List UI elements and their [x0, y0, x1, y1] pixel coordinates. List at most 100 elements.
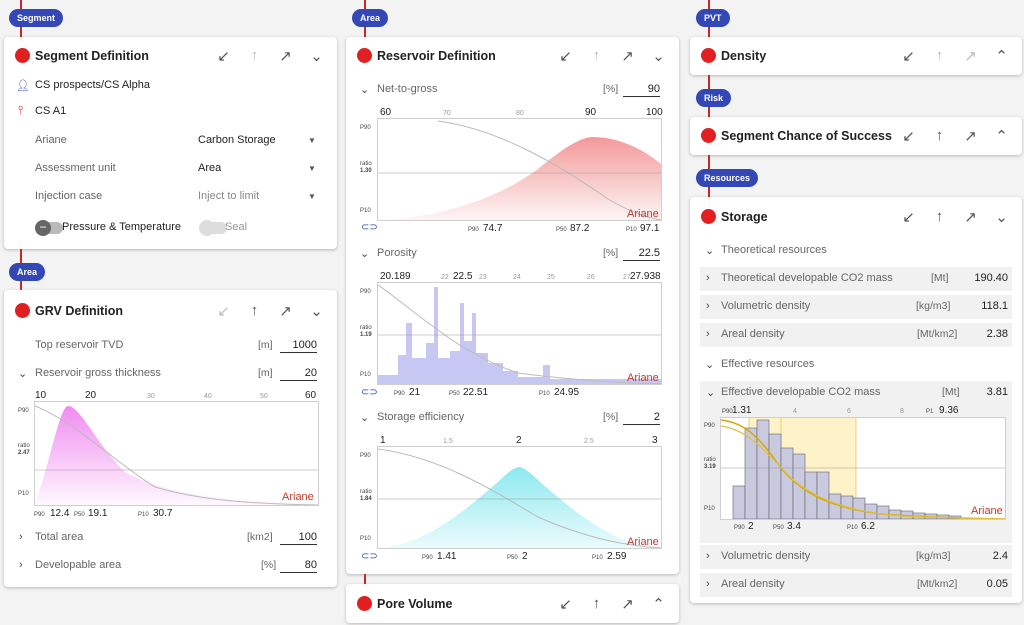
pressure-temperature-toggle[interactable]: − [35, 220, 63, 236]
list-item[interactable]: › Volumetric density [kg/m3] 2.4 [700, 545, 1012, 569]
axis-tick: 1.5 [443, 438, 453, 445]
chevron-down-icon[interactable]: ⌄ [360, 412, 370, 424]
chevron-up-icon[interactable]: ⌃ [652, 596, 665, 613]
distribution-plot [377, 448, 662, 549]
arrow-down-left-icon[interactable]: ↙ [902, 209, 915, 226]
p90-value: 1.41 [437, 551, 457, 562]
chevron-down-icon[interactable]: ⌄ [995, 209, 1008, 226]
assessment-unit-select[interactable]: Area [198, 162, 222, 174]
ariane-watermark: Ariane [627, 208, 659, 220]
chevron-down-icon[interactable]: ⌄ [310, 303, 323, 320]
storage-efficiency-chart[interactable] [377, 446, 662, 549]
arrow-up-icon[interactable]: ↑ [935, 208, 944, 225]
row-label: Areal density [721, 578, 785, 590]
dropdown-caret-icon[interactable]: ▼ [308, 136, 316, 145]
total-area-input[interactable]: 100 [280, 531, 317, 545]
chevron-down-icon[interactable]: ⌄ [310, 48, 323, 65]
row-label: Effective developable CO2 mass [721, 386, 881, 398]
arrow-up-icon[interactable]: ↑ [250, 47, 259, 64]
arrow-down-left-icon[interactable]: ↙ [217, 303, 230, 320]
chevron-down-icon[interactable]: ⌄ [360, 84, 370, 96]
list-item[interactable]: › Volumetric density [kg/m3] 118.1 [700, 295, 1012, 319]
ratio-label: ratio [704, 457, 716, 463]
histogram-bar [792, 453, 806, 520]
arrow-down-left-icon[interactable]: ↙ [902, 128, 915, 145]
dropdown-caret-icon[interactable]: ▼ [308, 192, 316, 201]
arrow-up-icon[interactable]: ↑ [250, 302, 259, 319]
ariane-watermark: Ariane [627, 372, 659, 384]
link-icon[interactable]: ⊂⊃ [361, 387, 378, 398]
list-item[interactable]: › Areal density [Mt/km2] 0.05 [700, 573, 1012, 597]
chevron-right-icon[interactable]: › [706, 328, 710, 340]
chevron-down-icon[interactable]: ⌄ [705, 359, 715, 371]
storage-efficiency-input[interactable]: 2 [623, 411, 660, 425]
p90-label: P90 [468, 227, 479, 233]
porosity-distribution-chart[interactable] [377, 282, 662, 385]
link-icon[interactable]: ⊂⊃ [361, 222, 378, 233]
p50-label: P50 [74, 512, 85, 518]
chevron-right-icon[interactable]: › [706, 578, 710, 590]
ariane-select[interactable]: Carbon Storage [198, 134, 276, 146]
chevron-up-icon[interactable]: ⌃ [995, 48, 1008, 65]
chevron-right-icon[interactable]: › [706, 272, 710, 284]
arrow-up-icon[interactable]: ↑ [935, 47, 944, 64]
section-header: Effective resources [721, 358, 815, 370]
field-label: Total area [35, 531, 84, 543]
seal-toggle[interactable] [199, 220, 227, 236]
connector-line [20, 0, 22, 10]
axis-tick: 100 [646, 107, 663, 118]
top-tvd-input[interactable]: 1000 [280, 339, 317, 353]
chevron-up-icon[interactable]: ⌃ [995, 128, 1008, 145]
arrow-up-right-icon[interactable]: ↗ [279, 48, 292, 65]
injection-case-select[interactable]: Inject to limit [198, 190, 260, 202]
chevron-right-icon[interactable]: › [19, 559, 23, 571]
list-item[interactable]: ⌄ Effective developable CO2 mass [Mt] 3.… [700, 381, 1012, 543]
dropdown-caret-icon[interactable]: ▼ [308, 164, 316, 173]
porosity-input[interactable]: 22.5 [623, 247, 660, 261]
effective-mass-chart[interactable] [720, 417, 1006, 520]
unit-label: [kg/m3] [916, 300, 951, 312]
thickness-distribution-chart[interactable] [34, 401, 319, 506]
chevron-down-icon[interactable]: ⌄ [360, 248, 370, 260]
arrow-up-right-icon[interactable]: ↗ [964, 48, 977, 65]
list-item[interactable]: › Areal density [Mt/km2] 2.38 [700, 323, 1012, 347]
arrow-up-right-icon[interactable]: ↗ [279, 303, 292, 320]
prospect-link[interactable]: CS prospects/CS Alpha [35, 79, 150, 91]
axis-tick: 9.36 [939, 405, 959, 416]
thickness-input[interactable]: 20 [280, 367, 317, 381]
arrow-up-right-icon[interactable]: ↗ [964, 128, 977, 145]
link-icon[interactable]: ⊂⊃ [361, 551, 378, 562]
well-link[interactable]: CS A1 [35, 105, 67, 117]
p90-axis-label: P90 [360, 289, 371, 295]
arrow-down-left-icon[interactable]: ↙ [902, 48, 915, 65]
axis-tick: 1 [380, 435, 386, 446]
ntg-input[interactable]: 90 [623, 83, 660, 97]
arrow-up-icon[interactable]: ↑ [592, 47, 601, 64]
arrow-up-icon[interactable]: ↑ [935, 127, 944, 144]
arrow-up-icon[interactable]: ↑ [592, 595, 601, 612]
list-item[interactable]: › Theoretical developable CO2 mass [Mt] … [700, 267, 1012, 291]
distribution-plot [377, 284, 662, 385]
row-label: Volumetric density [721, 300, 811, 312]
axis-tick: 23 [479, 274, 487, 281]
arrow-up-right-icon[interactable]: ↗ [621, 596, 634, 613]
arrow-down-left-icon[interactable]: ↙ [559, 48, 572, 65]
arrow-up-right-icon[interactable]: ↗ [621, 48, 634, 65]
p10-value: 97.1 [640, 223, 660, 234]
ntg-distribution-chart[interactable] [377, 118, 662, 221]
developable-area-input[interactable]: 80 [280, 559, 317, 573]
field-label: Net-to-gross [377, 83, 438, 95]
arrow-up-right-icon[interactable]: ↗ [964, 209, 977, 226]
axis-tick: 26 [587, 274, 595, 281]
chevron-down-icon[interactable]: ⌄ [652, 48, 665, 65]
chevron-right-icon[interactable]: › [706, 550, 710, 562]
chevron-down-icon[interactable]: ⌄ [706, 387, 716, 399]
axis-tick: 30 [147, 393, 155, 400]
chevron-right-icon[interactable]: › [19, 531, 23, 543]
chevron-down-icon[interactable]: ⌄ [705, 245, 715, 257]
status-dot [357, 596, 372, 611]
chevron-down-icon[interactable]: ⌄ [18, 368, 28, 380]
chevron-right-icon[interactable]: › [706, 300, 710, 312]
arrow-down-left-icon[interactable]: ↙ [559, 596, 572, 613]
arrow-down-left-icon[interactable]: ↙ [217, 48, 230, 65]
